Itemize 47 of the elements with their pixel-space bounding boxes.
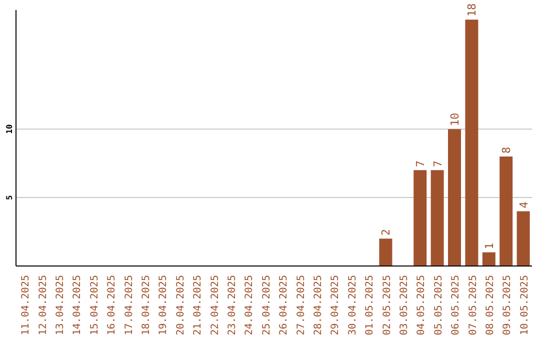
x-tick-label: 18.04.2025 xyxy=(141,275,152,336)
x-tick-label: 25.04.2025 xyxy=(261,275,272,336)
x-tick-label: 04.05.2025 xyxy=(416,275,428,336)
data-label: 1 xyxy=(482,242,496,250)
x-tick-label: 16.04.2025 xyxy=(106,275,118,336)
data-label: 4 xyxy=(517,201,530,208)
data-label: 18 xyxy=(466,3,479,17)
bar xyxy=(500,156,513,266)
bar xyxy=(430,170,444,266)
data-label: 7 xyxy=(431,160,444,168)
x-tick-label: 27.04.2025 xyxy=(296,275,307,336)
data-label: 7 xyxy=(414,160,428,168)
x-tick-label: 23.04.2025 xyxy=(227,275,238,336)
bar xyxy=(465,20,478,266)
x-tick-label: 28.04.2025 xyxy=(313,275,324,336)
bar xyxy=(516,211,530,266)
x-tick-label: 01.05.2025 xyxy=(364,275,376,336)
x-tick-label: 08.05.2025 xyxy=(485,275,496,336)
x-tick-label: 24.04.2025 xyxy=(244,275,256,336)
x-tick-label: 22.04.2025 xyxy=(210,275,221,336)
bar xyxy=(414,170,427,266)
x-tick-label: 13.04.2025 xyxy=(55,275,66,336)
x-tick-label: 19.04.2025 xyxy=(158,275,170,336)
data-label: 10 xyxy=(448,112,462,126)
y-tick-label: 5 xyxy=(5,194,14,200)
bar xyxy=(482,252,496,266)
x-tick-label: 11.04.2025 xyxy=(20,275,32,336)
x-tick-label: 21.04.2025 xyxy=(192,275,204,336)
x-tick-label: 17.04.2025 xyxy=(124,275,135,336)
x-tick-label: 15.04.2025 xyxy=(89,275,100,336)
data-label: 8 xyxy=(500,146,514,154)
x-tick-label: 30.04.2025 xyxy=(347,275,358,336)
x-tick-label: 29.04.2025 xyxy=(330,275,342,336)
bar xyxy=(379,238,392,266)
x-tick-label: 05.05.2025 xyxy=(433,275,444,336)
x-tick-label: 06.05.2025 xyxy=(450,275,462,336)
x-tick-label: 10.05.2025 xyxy=(519,275,530,336)
x-tick-label: 26.04.2025 xyxy=(278,275,290,336)
data-label: 2 xyxy=(380,228,393,236)
x-tick-label: 12.04.2025 xyxy=(38,275,49,336)
x-tick-label: 20.04.2025 xyxy=(175,275,186,336)
x-tick-label: 03.05.2025 xyxy=(399,275,410,336)
bar xyxy=(448,129,461,266)
x-tick-label: 07.05.2025 xyxy=(468,275,479,336)
x-tick-label: 14.04.2025 xyxy=(72,275,84,336)
x-tick-label: 02.05.2025 xyxy=(382,275,393,336)
x-tick-label: 09.05.2025 xyxy=(502,275,514,336)
